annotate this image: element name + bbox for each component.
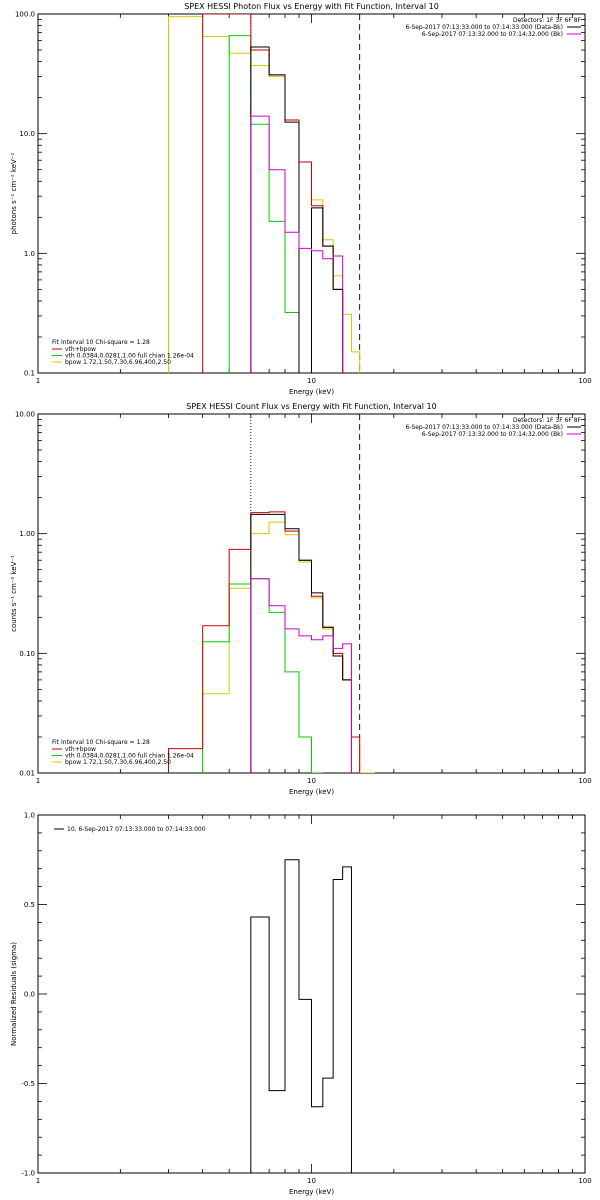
- series-vth-bpow: [202, 14, 344, 373]
- plot-area: [167, 14, 361, 373]
- y-tick-label: 10.0: [19, 130, 35, 138]
- detectors-text: Detectors: 1F 3F 6F 8F: [513, 417, 582, 424]
- series-vth: [202, 578, 324, 773]
- x-tick-label: 1: [36, 777, 40, 785]
- legend-entry: bpow 1.72,1.50,7.30,6.96,400,2.50: [65, 759, 171, 766]
- series-bk: [250, 578, 352, 773]
- series-vth-bpow: [167, 511, 361, 773]
- x-tick-label: 1: [36, 1177, 40, 1185]
- y-tick-label: 0.01: [19, 770, 35, 778]
- legend-entry: vth 0.0384,0.0281,1.00 full chian 1.26e-…: [65, 753, 194, 760]
- series-vth: [228, 35, 300, 373]
- series-bpow: [202, 521, 376, 773]
- x-tick-label: 10: [307, 777, 316, 785]
- header-legend-text: 6-Sep-2017 07:13:33.000 to 07:14:33.000 …: [405, 424, 563, 431]
- plot-frame: [37, 814, 586, 1174]
- detectors-text: Detectors: 1F 3F 6F 8F: [513, 17, 582, 24]
- y-tick-label: 0.10: [19, 650, 35, 658]
- plot-area: [250, 859, 352, 1173]
- y-axis-label: photons s⁻¹ cm⁻² keV⁻¹: [10, 152, 18, 234]
- y-tick-label: 1.00: [19, 530, 35, 538]
- header-legend-text: 6-Sep-2017 07:13:32.000 to 07:14:32.000 …: [422, 431, 563, 438]
- series-data-bk: [250, 46, 300, 373]
- x-tick-label: 100: [578, 377, 591, 385]
- chart-title: SPEX HESSI Count Flux vs Energy with Fit…: [186, 402, 437, 411]
- panel-1: 1 10 100 0.1 1.0 10.0 100.0 Energy (keV) photons…: [10, 2, 592, 396]
- legend-entry: 10. 6-Sep-2017 07:13:33.000 to 07:14:33.…: [67, 826, 206, 833]
- x-tick-label: 10: [307, 1177, 316, 1185]
- y-tick-label: 100.0: [15, 11, 35, 19]
- legend-entry: vth+bpow: [65, 346, 96, 353]
- x-tick-label: 100: [578, 777, 591, 785]
- fit-info-text: Fit Interval 10 Chi-square = 1.28: [52, 339, 150, 346]
- x-axis-label: Energy (keV): [289, 388, 334, 396]
- series-data-bk: [311, 207, 344, 373]
- series-bpow: [167, 16, 361, 373]
- fit-info-text: Fit Interval 10 Chi-square = 1.28: [52, 739, 150, 746]
- chart-title: SPEX HESSI Photon Flux vs Energy with Fi…: [184, 2, 439, 11]
- y-tick-label: 0.1: [24, 370, 35, 378]
- y-axis-label: counts s⁻¹ cm⁻² keV⁻¹: [10, 555, 18, 632]
- y-tick-label: -0.5: [21, 1080, 35, 1088]
- x-tick-label: 100: [578, 1177, 591, 1185]
- x-axis-label: Energy (keV): [289, 788, 334, 796]
- series-bk: [250, 115, 344, 373]
- y-axis-label: Normalized Residuals (sigma): [10, 942, 18, 1046]
- series-10-6-sep-2017-07-13-33-000-to-07-14-33-000: [250, 859, 352, 1173]
- panel-2: 1 10 100 0.01 0.10 1.00 10.00 Energy (keV) count…: [10, 402, 592, 796]
- y-tick-label: 0.0: [24, 991, 35, 999]
- x-axis-label: Energy (keV): [289, 1188, 334, 1196]
- series-data-bk: [250, 513, 352, 773]
- y-tick-label: 0.5: [24, 901, 35, 909]
- legend-entry: vth 0.0384,0.0281,1.00 full chian 1.26e-…: [65, 353, 194, 360]
- plot-area: [167, 511, 376, 773]
- x-tick-label: 1: [36, 377, 40, 385]
- header-legend-text: 6-Sep-2017 07:13:33.000 to 07:14:33.000 …: [405, 24, 563, 31]
- header-legend-text: 6-Sep-2017 07:13:32.000 to 07:14:32.000 …: [422, 31, 563, 38]
- y-tick-label: -1.0: [21, 1170, 35, 1178]
- legend-entry: bpow 1.72,1.50,7.30,6.96,400,2.50: [65, 359, 171, 366]
- x-tick-label: 10: [307, 377, 316, 385]
- panel-3: 1 10 100 -1.0 -0.5 0.0 0.5 1.0 Energy (keV) Norma…: [10, 812, 592, 1197]
- y-tick-label: 10.00: [15, 411, 35, 419]
- y-tick-label: 1.0: [24, 250, 35, 258]
- legend-entry: vth+bpow: [65, 746, 96, 753]
- y-tick-label: 1.0: [24, 812, 35, 820]
